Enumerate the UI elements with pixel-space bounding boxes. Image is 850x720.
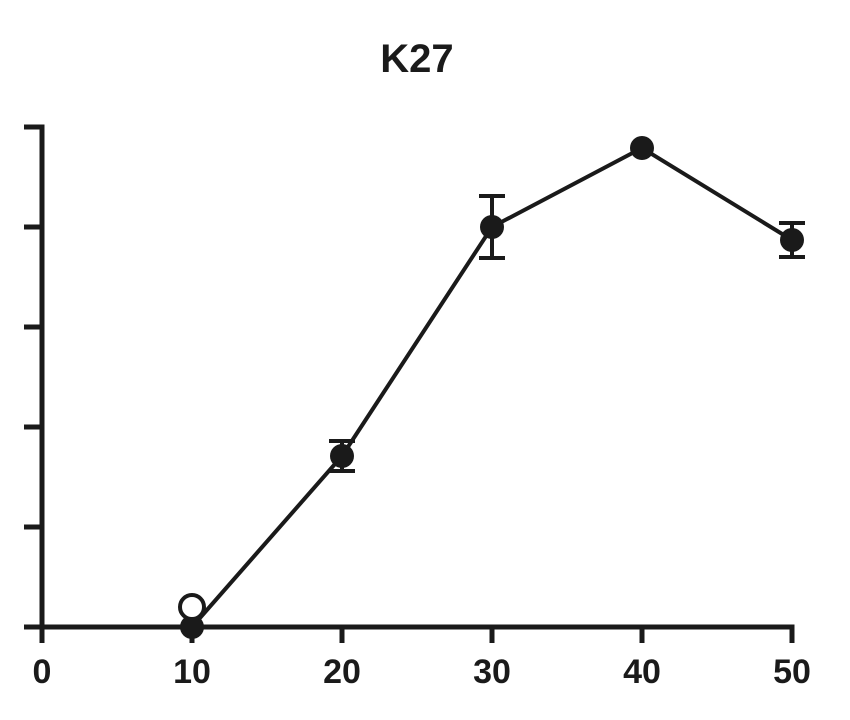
series-1 (178, 593, 206, 621)
data-point (330, 444, 354, 468)
data-point (780, 228, 804, 252)
x-tick-label: 0 (33, 653, 52, 691)
x-tick-label: 50 (773, 653, 811, 691)
data-point (480, 215, 504, 239)
data-point (630, 136, 654, 160)
series-layer (178, 136, 805, 639)
series-0 (180, 136, 805, 639)
x-tick-label: 20 (323, 653, 361, 691)
x-tick-label: 30 (473, 653, 511, 691)
chart-title: K27 (380, 37, 453, 81)
open-data-point (178, 593, 206, 621)
x-tick-label: 10 (173, 653, 211, 691)
x-tick-label: 40 (623, 653, 661, 691)
data-point (180, 615, 204, 639)
axes: 0 10 20 30 40 50 (24, 124, 811, 691)
